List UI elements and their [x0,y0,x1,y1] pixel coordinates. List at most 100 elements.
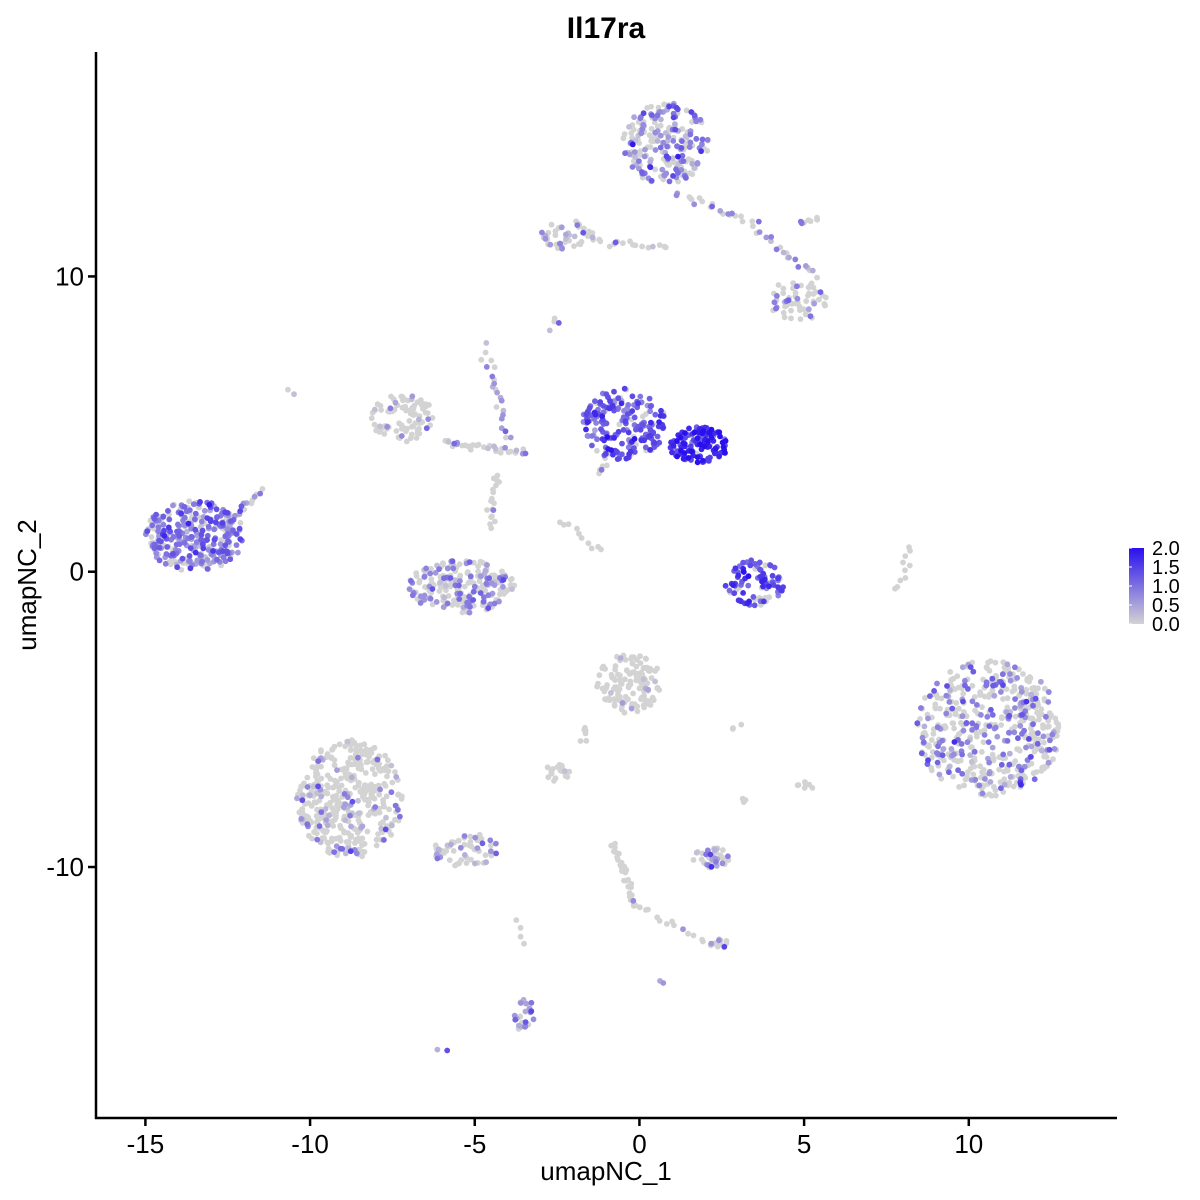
cell-point [670,173,676,179]
cell-point [642,655,649,662]
points-layer [143,100,1062,1054]
cell-point [639,126,646,133]
cell-point [427,570,434,577]
cell-point [217,541,224,547]
legend-tick-label: 1.5 [1152,557,1180,579]
cell-point [1035,730,1041,736]
cell-point [592,398,598,405]
cell-point [716,937,722,944]
cell-point [990,682,996,689]
cell-point [1015,735,1021,742]
cell-point [384,423,391,430]
cell-point [681,441,688,447]
cell-point [563,235,569,242]
cell-point [423,425,430,432]
cell-point [805,217,812,224]
cell-point [187,565,194,572]
cell-point [444,565,451,572]
cell-point [907,547,913,554]
cell-point [1030,770,1037,777]
cell-point [457,578,463,584]
cell-point [359,842,365,848]
cell-point [588,545,595,552]
cell-point [931,688,937,694]
cell-point [628,130,635,137]
cell-point [619,440,625,447]
cell-point [971,748,978,755]
cell-point [756,229,763,236]
cell-point [625,883,632,890]
cell-point [770,582,777,588]
cell-point [562,768,568,774]
cell-point [740,590,746,596]
cell-point [368,781,375,788]
cell-point [629,408,636,414]
cell-point [464,599,470,606]
cell-point [1048,712,1054,719]
cell-point [675,169,681,176]
cell-point [577,241,584,248]
cell-point [1051,746,1058,752]
cell-point [964,739,971,746]
cell-point [959,664,966,671]
cell-point [413,573,420,579]
cell-point [1038,706,1045,713]
cell-point [902,567,908,574]
cell-point [622,869,629,876]
cell-point [160,521,167,528]
cell-point [406,586,413,592]
cell-point [767,562,774,569]
cell-point [492,518,498,525]
cell-point [224,550,231,557]
cell-point [386,806,392,813]
cell-point [953,700,960,706]
cell-point [558,224,565,231]
cell-point [708,863,715,870]
cell-point [160,514,167,520]
cell-point [571,243,577,250]
cell-point [985,659,991,666]
cell-point [1004,661,1011,668]
cell-point [680,158,687,165]
cell-point [502,444,508,451]
cell-point [647,447,653,453]
cell-point [468,856,474,863]
cell-point [480,594,487,600]
cell-point [626,151,633,158]
cell-point [1001,781,1008,788]
cell-point [631,414,638,421]
cell-point [892,585,898,592]
cell-point [299,797,306,804]
cell-point [1032,695,1039,702]
cell-point [641,153,648,160]
cell-point [389,822,395,829]
cell-point [960,698,966,705]
cell-point [641,704,647,711]
cell-point [170,502,176,509]
cell-point [583,411,590,418]
cell-point [992,724,999,731]
x-tick-label: -10 [291,1129,329,1159]
cell-point [298,816,305,822]
cell-point [1019,712,1025,718]
cell-point [747,562,754,569]
cell-point [756,559,763,566]
cell-point [683,107,690,114]
cell-point [635,400,641,407]
cell-point [516,1022,522,1029]
cell-point [602,696,608,702]
cell-point [498,415,505,422]
cell-point [610,451,616,458]
cell-point [797,218,804,225]
cell-point [998,761,1005,768]
cell-point [392,769,398,775]
cell-point [259,486,266,492]
cell-point [721,943,728,950]
cell-point [919,734,926,741]
cell-point [509,586,515,592]
cell-point [440,561,446,568]
cell-point [675,153,681,160]
cell-point [682,430,688,436]
cell-point [716,453,722,460]
cell-point [661,101,667,108]
